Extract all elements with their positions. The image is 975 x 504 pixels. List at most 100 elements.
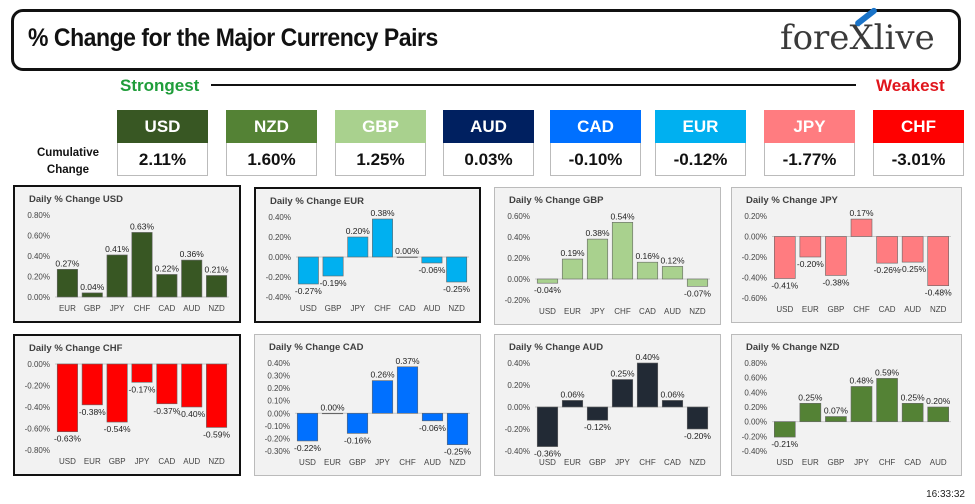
chart-panel-0: Daily % Change USD 0.80% 0.60% 0.40% 0.20% 0.… bbox=[13, 185, 241, 323]
bar-value-label: 0.38% bbox=[585, 228, 610, 238]
currency-cell-chf: CHF -3.01% bbox=[873, 110, 964, 176]
x-category-label: NZD bbox=[689, 307, 706, 316]
chart-svg: Daily % Change JPY 0.20% 0.00% -0.20% -0.40%… bbox=[742, 195, 952, 314]
x-category-label: CHF bbox=[134, 304, 151, 313]
x-category-label: JPY bbox=[375, 458, 390, 467]
x-category-label: NZD bbox=[930, 305, 947, 314]
x-category-label: USD bbox=[776, 458, 793, 467]
currency-code: AUD bbox=[443, 110, 534, 143]
bar-nzd bbox=[206, 275, 228, 298]
bar-value-label: -0.40% bbox=[178, 409, 205, 419]
x-category-label: AUD bbox=[930, 458, 947, 467]
bar-value-label: -0.12% bbox=[584, 422, 611, 432]
y-tick-label: -0.60% bbox=[25, 425, 50, 434]
bar-jpy bbox=[371, 380, 394, 414]
bar-jpy bbox=[611, 379, 634, 408]
currency-cell-gbp: GBP 1.25% bbox=[335, 110, 426, 176]
y-tick-label: 0.60% bbox=[507, 212, 530, 221]
bar-value-label: -0.41% bbox=[771, 281, 798, 291]
bar-value-label: 0.40% bbox=[635, 352, 660, 362]
y-tick-label: 0.40% bbox=[507, 359, 530, 368]
y-tick-label: 0.00% bbox=[507, 403, 530, 412]
bar-cad bbox=[636, 261, 659, 280]
bar-value-label: 0.41% bbox=[105, 244, 130, 254]
chart-panel-4: Daily % Change CHF 0.00% -0.20% -0.40% -0.60… bbox=[13, 334, 241, 476]
bar-jpy bbox=[347, 236, 369, 258]
bar-cad bbox=[156, 363, 178, 405]
y-tick-label: -0.10% bbox=[265, 422, 290, 431]
page-title: % Change for the Major Currency Pairs bbox=[28, 24, 438, 52]
x-category-label: CAD bbox=[399, 304, 416, 313]
bar-jpy bbox=[850, 386, 873, 422]
bar-value-label: -0.04% bbox=[534, 285, 561, 295]
bar-chf bbox=[372, 218, 393, 258]
bar-value-label: 0.36% bbox=[180, 249, 205, 259]
chart-svg: Daily % Change CHF 0.00% -0.20% -0.40% -0.60… bbox=[25, 343, 231, 466]
y-tick-label: 0.40% bbox=[27, 252, 50, 261]
y-tick-label: 0.30% bbox=[267, 372, 290, 381]
x-category-label: GBP bbox=[827, 458, 844, 467]
bar-aud bbox=[421, 412, 444, 422]
bar-value-label: -0.22% bbox=[294, 443, 321, 453]
x-category-label: JPY bbox=[854, 458, 869, 467]
x-category-label: NZD bbox=[448, 304, 465, 313]
y-tick-label: -0.20% bbox=[266, 273, 291, 282]
y-tick-label: -0.30% bbox=[265, 447, 290, 456]
x-category-label: JPY bbox=[590, 307, 605, 316]
strength-scale-line bbox=[211, 84, 856, 86]
y-tick-label: 0.40% bbox=[268, 213, 291, 222]
y-tick-label: 0.60% bbox=[27, 232, 50, 241]
x-category-label: NZD bbox=[449, 458, 466, 467]
cumulative-value: 1.60% bbox=[226, 143, 317, 176]
bar-value-label: -0.25% bbox=[443, 284, 470, 294]
bar-value-label: -0.20% bbox=[797, 259, 824, 269]
bar-nzd bbox=[686, 406, 709, 430]
bar-value-label: -0.38% bbox=[822, 277, 849, 287]
chart-title: Daily % Change JPY bbox=[746, 195, 839, 206]
bar-aud bbox=[901, 236, 924, 263]
x-category-label: GBP bbox=[349, 458, 366, 467]
bar-eur bbox=[799, 403, 822, 422]
y-tick-label: 0.00% bbox=[744, 233, 767, 242]
y-tick-label: 0.20% bbox=[27, 273, 50, 282]
x-category-label: USD bbox=[776, 305, 793, 314]
currency-code: EUR bbox=[655, 110, 746, 143]
bar-value-label: -0.16% bbox=[344, 435, 371, 445]
cumulative-change-label: Cumulative Change bbox=[37, 147, 99, 176]
y-tick-label: 0.20% bbox=[268, 233, 291, 242]
bar-value-label: 0.17% bbox=[849, 208, 874, 218]
currency-code: GBP bbox=[335, 110, 426, 143]
bar-chf bbox=[396, 366, 419, 414]
x-category-label: AUD bbox=[183, 457, 200, 466]
bar-eur bbox=[321, 412, 344, 415]
bar-value-label: -0.36% bbox=[534, 449, 561, 459]
y-tick-label: -0.20% bbox=[265, 434, 290, 443]
bar-usd bbox=[297, 256, 319, 285]
bar-nzd bbox=[686, 278, 709, 287]
bar-usd bbox=[56, 363, 78, 433]
y-tick-label: -0.80% bbox=[25, 446, 50, 455]
x-category-label: USD bbox=[299, 458, 316, 467]
cumulative-value: -1.77% bbox=[764, 143, 855, 176]
bar-value-label: 0.59% bbox=[875, 367, 900, 377]
bar-chf bbox=[636, 362, 659, 408]
x-category-label: USD bbox=[539, 458, 556, 467]
x-category-label: AUD bbox=[183, 304, 200, 313]
bar-value-label: -0.17% bbox=[129, 384, 156, 394]
y-tick-label: 0.20% bbox=[744, 403, 767, 412]
y-tick-label: 0.00% bbox=[267, 409, 290, 418]
y-tick-label: -0.20% bbox=[742, 432, 767, 441]
bar-gbp bbox=[106, 363, 128, 423]
y-tick-label: 0.00% bbox=[27, 360, 50, 369]
bar-value-label: -0.54% bbox=[104, 424, 131, 434]
chart-svg: Daily % Change EUR0.40%0.20%0.00%-0.20%-… bbox=[266, 196, 471, 313]
x-category-label: CAD bbox=[879, 305, 896, 314]
bar-usd bbox=[774, 421, 796, 438]
chart-svg: Daily % Change USD 0.80% 0.60% 0.40% 0.20% 0.… bbox=[27, 194, 229, 313]
bar-nzd bbox=[446, 256, 468, 283]
bar-aud bbox=[927, 406, 949, 422]
bar-usd bbox=[296, 412, 319, 442]
y-tick-label: -0.20% bbox=[742, 253, 767, 262]
bar-aud bbox=[661, 266, 684, 280]
bar-value-label: -0.26% bbox=[874, 265, 901, 275]
